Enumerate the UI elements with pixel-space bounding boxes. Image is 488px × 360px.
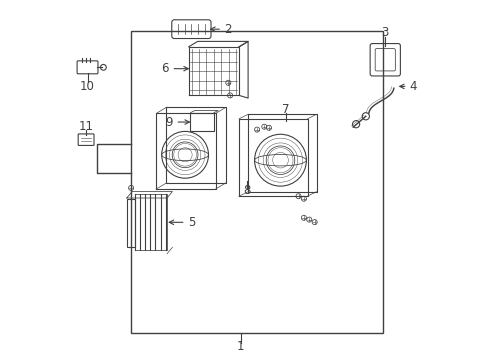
Text: 6: 6 [161, 62, 168, 75]
Bar [134, 194, 166, 250]
Text: 2: 2 [224, 23, 231, 36]
Text: 4: 4 [409, 80, 416, 93]
Text: 7: 7 [282, 103, 289, 116]
Polygon shape [97, 144, 131, 173]
Text: 9: 9 [165, 116, 173, 129]
Text: 10: 10 [80, 80, 95, 93]
Bar [190, 113, 213, 131]
Text: 1: 1 [237, 340, 244, 353]
Bar [131, 31, 382, 333]
Text: 8: 8 [243, 184, 250, 197]
Bar [126, 199, 134, 247]
Text: 11: 11 [79, 120, 93, 132]
Text: 3: 3 [381, 26, 388, 39]
Text: 5: 5 [187, 216, 195, 229]
